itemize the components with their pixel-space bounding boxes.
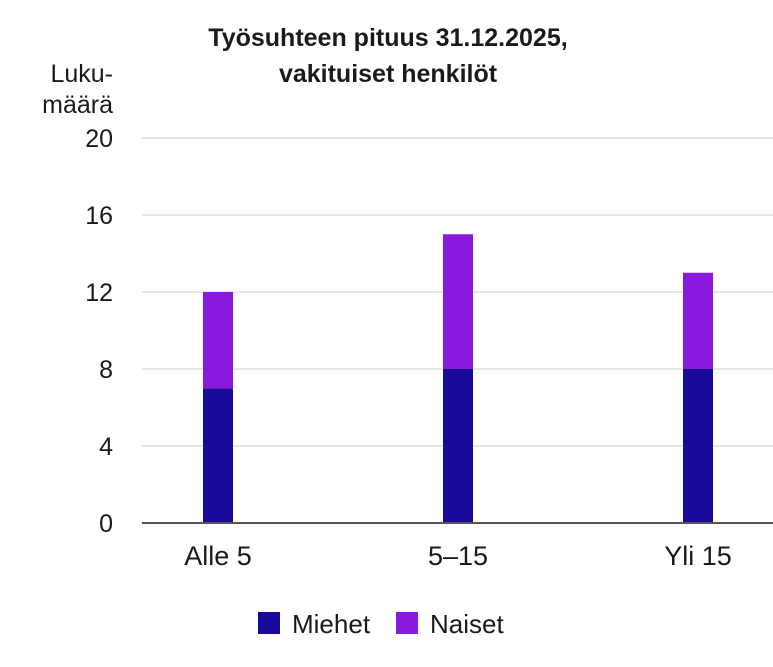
y-tick-label: 12	[85, 279, 113, 307]
bars	[203, 234, 713, 523]
bar-naiset-1	[443, 234, 473, 369]
y-axis-label-line-2: määrä	[42, 91, 113, 119]
y-axis-label: Luku- määrä	[42, 60, 113, 119]
y-tick-label: 4	[99, 433, 113, 461]
x-tick-label: Yli 15	[664, 541, 732, 571]
bar-miehet-2	[683, 369, 713, 523]
y-axis-label-line-1: Luku-	[50, 60, 113, 88]
chart-title: Työsuhteen pituus 31.12.2025, vakituiset…	[208, 24, 567, 88]
legend: Miehet Naiset	[258, 609, 504, 639]
chart-title-line-1: Työsuhteen pituus 31.12.2025,	[208, 24, 567, 52]
bar-naiset-0	[203, 292, 233, 389]
y-tick-labels: 0 4 8 12 16 20	[85, 125, 113, 538]
y-tick-label: 20	[85, 125, 113, 153]
x-tick-label: Alle 5	[184, 541, 252, 571]
legend-swatch-naiset	[396, 612, 418, 634]
legend-swatch-miehet	[258, 612, 280, 634]
bar-miehet-1	[443, 369, 473, 523]
bar-miehet-0	[203, 388, 233, 523]
legend-label-miehet: Miehet	[292, 609, 371, 639]
bar-naiset-2	[683, 272, 713, 369]
y-tick-label: 16	[85, 202, 113, 230]
chart-title-line-2: vakituiset henkilöt	[279, 60, 498, 88]
y-tick-label: 0	[99, 510, 113, 538]
legend-label-naiset: Naiset	[430, 609, 504, 639]
y-tick-label: 8	[99, 356, 113, 384]
x-tick-labels: Alle 5 5–15 Yli 15	[184, 541, 732, 571]
x-tick-label: 5–15	[428, 541, 488, 571]
